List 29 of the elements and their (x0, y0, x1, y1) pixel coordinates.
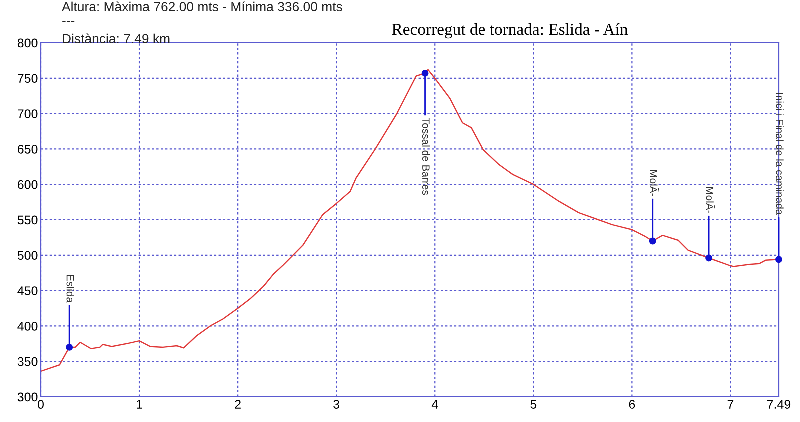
y-tick-label: 800 (18, 38, 38, 48)
y-tick-label: 400 (18, 322, 38, 331)
x-tick-label: 5 (530, 400, 537, 409)
x-tick-label: 6 (629, 400, 636, 409)
x-tick-label: 1 (137, 400, 142, 409)
text: --- (62, 21, 75, 22)
y-tick-label: 350 (18, 357, 38, 366)
annotation: MolÃ- (650, 170, 660, 196)
y-tick-label: 550 (18, 216, 38, 225)
y-tick-label: 700 (18, 110, 38, 118)
text: Altura: Màxima 762.00 mts - Mínima 336.00 mts (62, 2, 342, 12)
chart-title: Recorregut de tornada: Eslida - Aín (392, 23, 628, 39)
y-tick-label: 600 (18, 180, 38, 190)
annotation: Eslida (66, 275, 74, 303)
x-tick-label: 7 (728, 400, 734, 409)
annotation: Tossal de Barres (422, 118, 430, 196)
y-tick-label: 500 (18, 251, 38, 260)
y-tick-label: 450 (18, 286, 38, 296)
annotation: MolÃ- (706, 187, 716, 214)
annotation: Inici i Final de la caminada (776, 93, 784, 216)
x-tick-label: 2 (235, 400, 241, 409)
x-tick-label: 4 (432, 400, 438, 409)
x-tick-label: 3 (334, 400, 340, 409)
x-tick-label: 0 (38, 400, 44, 409)
annotation: Distància: 7.49 km (63, 34, 170, 44)
x-tick-label: 7.49 (767, 400, 791, 409)
y-tick-label: 300 (18, 392, 38, 402)
y-tick-label: 750 (18, 74, 38, 84)
y-tick-label: 650 (18, 145, 38, 154)
